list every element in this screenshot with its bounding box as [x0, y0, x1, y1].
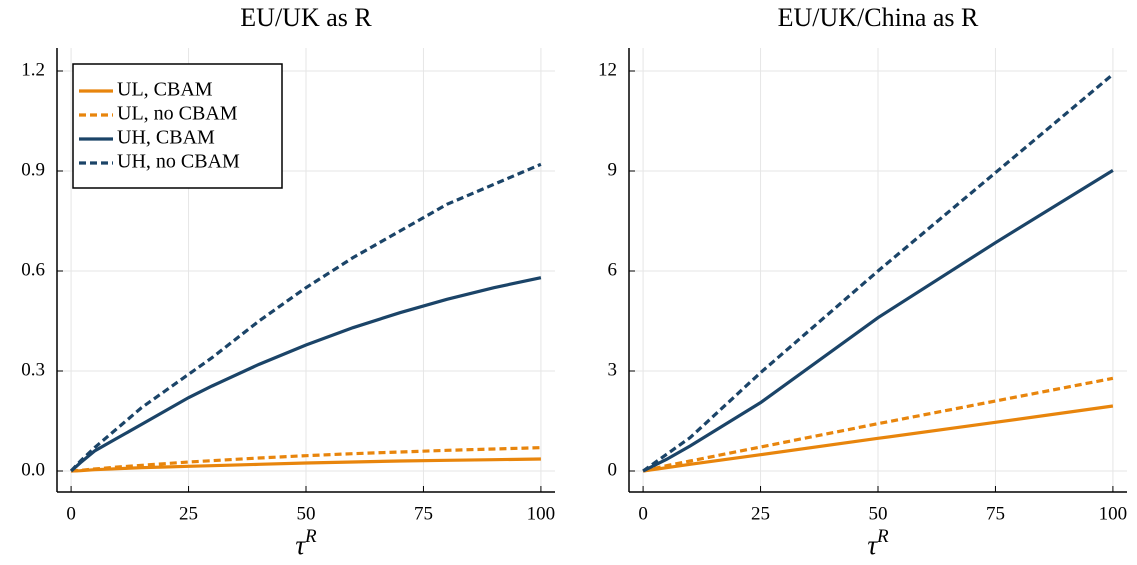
y-tick-label: 0: [608, 459, 618, 480]
legend-label: UH, no CBAM: [117, 151, 240, 173]
data-line: [642, 168, 1114, 473]
data-line: [70, 276, 542, 473]
x-axis-label: τR: [867, 526, 889, 560]
x-tick-label: 25: [179, 503, 198, 524]
x-axis-label: τR: [295, 526, 317, 560]
chart-title: EU/UK as R: [240, 3, 372, 32]
x-axis-label-sup: R: [304, 526, 317, 547]
data-line: [642, 404, 1114, 473]
y-tick-label: 12: [598, 59, 617, 80]
x-tick-label: 100: [527, 503, 556, 524]
chart-title: EU/UK/China as R: [778, 3, 979, 32]
y-tick-label: 0.3: [21, 359, 45, 380]
y-tick-label: 6: [608, 259, 618, 280]
legend-label: UH, CBAM: [117, 127, 215, 149]
y-tick-label: 0.0: [21, 459, 45, 480]
x-tick-label: 0: [638, 503, 648, 524]
x-axis-label-base: τ: [867, 530, 878, 560]
x-axis-label-base: τ: [295, 530, 306, 560]
legend-label: UL, CBAM: [117, 79, 213, 101]
data-line: [642, 376, 1114, 473]
x-tick-label: 100: [1099, 503, 1128, 524]
x-tick-label: 0: [66, 503, 76, 524]
data-line: [71, 457, 541, 473]
x-tick-label: 25: [751, 503, 770, 524]
y-tick-label: 0.6: [21, 259, 45, 280]
legend-label: UL, no CBAM: [117, 103, 238, 125]
y-tick-label: 9: [608, 159, 618, 180]
y-tick-label: 3: [608, 359, 618, 380]
data-line: [642, 73, 1114, 473]
data-line: [69, 162, 542, 473]
x-tick-label: 75: [986, 503, 1005, 524]
x-tick-label: 75: [414, 503, 433, 524]
x-tick-label: 50: [869, 503, 888, 524]
legend-box: [72, 63, 283, 189]
x-tick-label: 50: [297, 503, 316, 524]
x-axis-label-sup: R: [876, 526, 889, 547]
y-tick-label: 0.9: [21, 159, 45, 180]
y-tick-label: 1.2: [21, 59, 45, 80]
